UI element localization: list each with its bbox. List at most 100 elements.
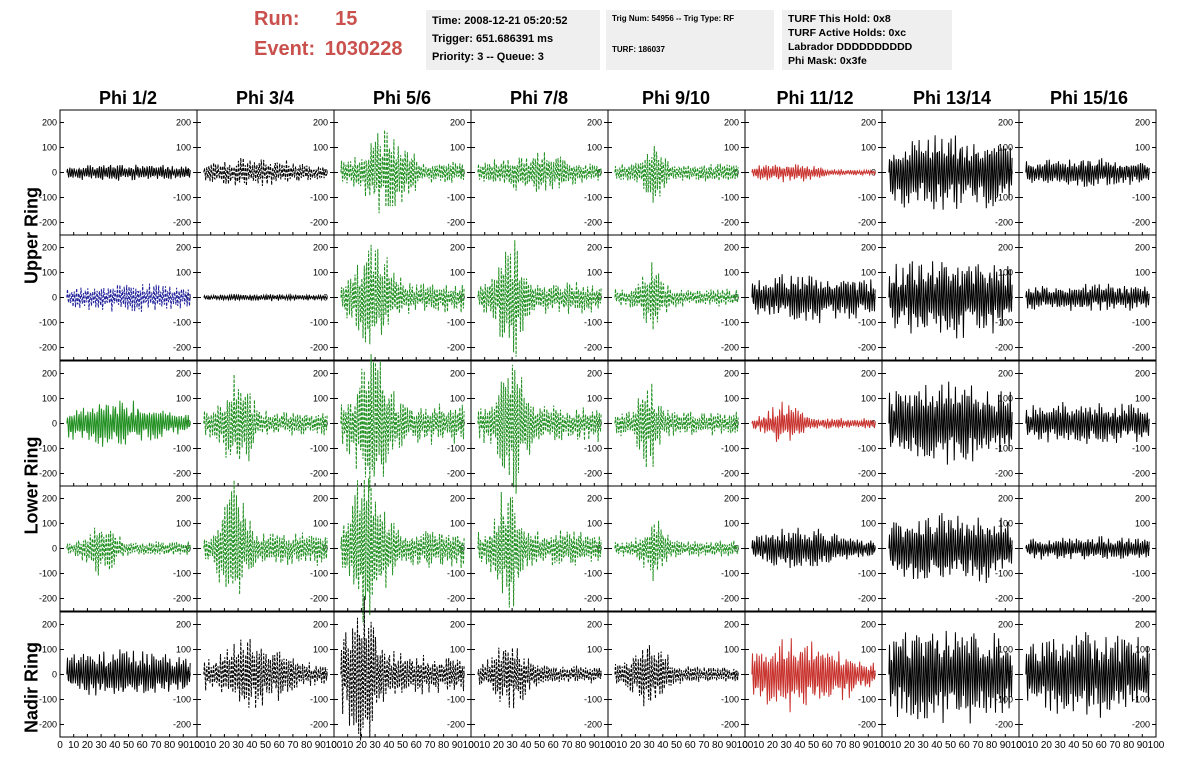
y-tick-label: -100 bbox=[39, 569, 57, 579]
y-tick-label: 100 bbox=[587, 519, 602, 529]
y-tick-label: -100 bbox=[447, 695, 465, 705]
time-text: Time: 2008-12-21 05:20:52 bbox=[432, 15, 568, 27]
y-tick-label: -100 bbox=[310, 695, 328, 705]
y-tick-label: -200 bbox=[995, 594, 1013, 604]
y-tick-label: -200 bbox=[310, 343, 328, 353]
y-tick-label: -100 bbox=[39, 318, 57, 328]
waveform-line bbox=[203, 638, 328, 709]
waveform-line bbox=[751, 401, 876, 442]
y-tick-label: -100 bbox=[173, 318, 191, 328]
y-tick-label: -200 bbox=[310, 720, 328, 730]
y-tick-label: -100 bbox=[858, 444, 876, 454]
y-tick-label: -200 bbox=[1132, 720, 1150, 730]
x-tick-label: 50 bbox=[945, 740, 957, 751]
y-tick-label: 200 bbox=[313, 620, 328, 630]
waveform-line bbox=[66, 649, 191, 696]
x-tick-label: 0 bbox=[194, 740, 200, 751]
y-tick-label: 200 bbox=[861, 494, 876, 504]
y-tick-label: 200 bbox=[313, 494, 328, 504]
y-tick-label: 100 bbox=[861, 268, 876, 278]
y-tick-label: -200 bbox=[721, 469, 739, 479]
x-tick-label: 50 bbox=[260, 740, 272, 751]
y-tick-label: 100 bbox=[1135, 519, 1150, 529]
x-tick-label: 100 bbox=[874, 740, 891, 751]
y-tick-label: -100 bbox=[1132, 695, 1150, 705]
y-tick-label: 200 bbox=[42, 243, 57, 253]
x-tick-label: 30 bbox=[233, 740, 245, 751]
y-tick-label: 100 bbox=[42, 519, 57, 529]
y-tick-label: 200 bbox=[42, 620, 57, 630]
run-value: 15 bbox=[335, 8, 358, 30]
priority-text: Priority: 3 -- Queue: 3 bbox=[432, 51, 544, 63]
x-tick-label: 80 bbox=[164, 740, 176, 751]
y-tick-label: -200 bbox=[173, 594, 191, 604]
y-tick-label: 100 bbox=[998, 268, 1013, 278]
y-tick-label: 200 bbox=[42, 369, 57, 379]
x-tick-label: 80 bbox=[301, 740, 313, 751]
y-tick-label: -100 bbox=[39, 695, 57, 705]
y-tick-label: -100 bbox=[721, 569, 739, 579]
waveform-line bbox=[614, 644, 739, 707]
y-tick-label: 100 bbox=[861, 519, 876, 529]
y-tick-label: 200 bbox=[724, 494, 739, 504]
y-tick-label: 200 bbox=[176, 118, 191, 128]
x-tick-label: 10 bbox=[68, 740, 80, 751]
trigger-text: Trigger: 651.686391 ms bbox=[432, 33, 554, 45]
waveform-line bbox=[340, 130, 465, 214]
y-tick-label: -200 bbox=[584, 218, 602, 228]
y-tick-label: 0 bbox=[52, 419, 57, 429]
x-tick-label: 0 bbox=[742, 740, 748, 751]
y-tick-label: -200 bbox=[447, 343, 465, 353]
y-tick-label: -200 bbox=[447, 594, 465, 604]
y-tick-label: 200 bbox=[42, 494, 57, 504]
y-tick-label: -100 bbox=[858, 695, 876, 705]
y-tick-label: 200 bbox=[998, 369, 1013, 379]
x-tick-label: 10 bbox=[890, 740, 902, 751]
waveform-line bbox=[888, 261, 1013, 339]
y-tick-label: 200 bbox=[1135, 369, 1150, 379]
y-tick-label: 100 bbox=[42, 394, 57, 404]
y-tick-label: 100 bbox=[450, 268, 465, 278]
y-tick-label: -200 bbox=[584, 720, 602, 730]
y-tick-label: -200 bbox=[1132, 594, 1150, 604]
y-tick-label: 100 bbox=[313, 143, 328, 153]
event-label-text: Event: bbox=[254, 38, 316, 60]
y-tick-label: 100 bbox=[587, 394, 602, 404]
x-tick-label: 70 bbox=[1109, 740, 1121, 751]
y-tick-label: -200 bbox=[310, 594, 328, 604]
y-tick-label: 200 bbox=[587, 494, 602, 504]
x-tick-label: 20 bbox=[767, 740, 779, 751]
y-tick-label: 100 bbox=[42, 268, 57, 278]
y-tick-label: 0 bbox=[52, 293, 57, 303]
y-tick-label: -200 bbox=[39, 343, 57, 353]
waveform-line bbox=[66, 400, 191, 447]
y-tick-label: -100 bbox=[858, 569, 876, 579]
x-tick-label: 50 bbox=[397, 740, 409, 751]
y-tick-label: -100 bbox=[721, 318, 739, 328]
waveform-line bbox=[477, 240, 602, 357]
y-tick-label: -200 bbox=[721, 594, 739, 604]
y-tick-label: -100 bbox=[1132, 444, 1150, 454]
turf-text: TURF: 186037 bbox=[612, 45, 665, 54]
y-tick-label: 0 bbox=[734, 168, 739, 178]
y-tick-label: 100 bbox=[724, 268, 739, 278]
y-tick-label: 100 bbox=[176, 519, 191, 529]
y-tick-label: -100 bbox=[310, 444, 328, 454]
waveform-line bbox=[477, 152, 602, 192]
y-tick-label: 200 bbox=[724, 243, 739, 253]
y-tick-label: -200 bbox=[173, 469, 191, 479]
y-tick-label: 200 bbox=[1135, 118, 1150, 128]
col-title-5: Phi 9/10 bbox=[641, 88, 711, 108]
y-tick-label: -200 bbox=[173, 218, 191, 228]
waveform-line bbox=[751, 527, 876, 569]
y-tick-label: -200 bbox=[995, 469, 1013, 479]
y-tick-label: -100 bbox=[447, 569, 465, 579]
x-tick-label: 80 bbox=[849, 740, 861, 751]
x-tick-label: 0 bbox=[468, 740, 474, 751]
waveform-line bbox=[203, 480, 328, 595]
y-tick-label: 100 bbox=[313, 394, 328, 404]
x-tick-label: 70 bbox=[424, 740, 436, 751]
y-tick-label: 0 bbox=[460, 293, 465, 303]
x-tick-label: 60 bbox=[411, 740, 423, 751]
x-tick-label: 60 bbox=[959, 740, 971, 751]
